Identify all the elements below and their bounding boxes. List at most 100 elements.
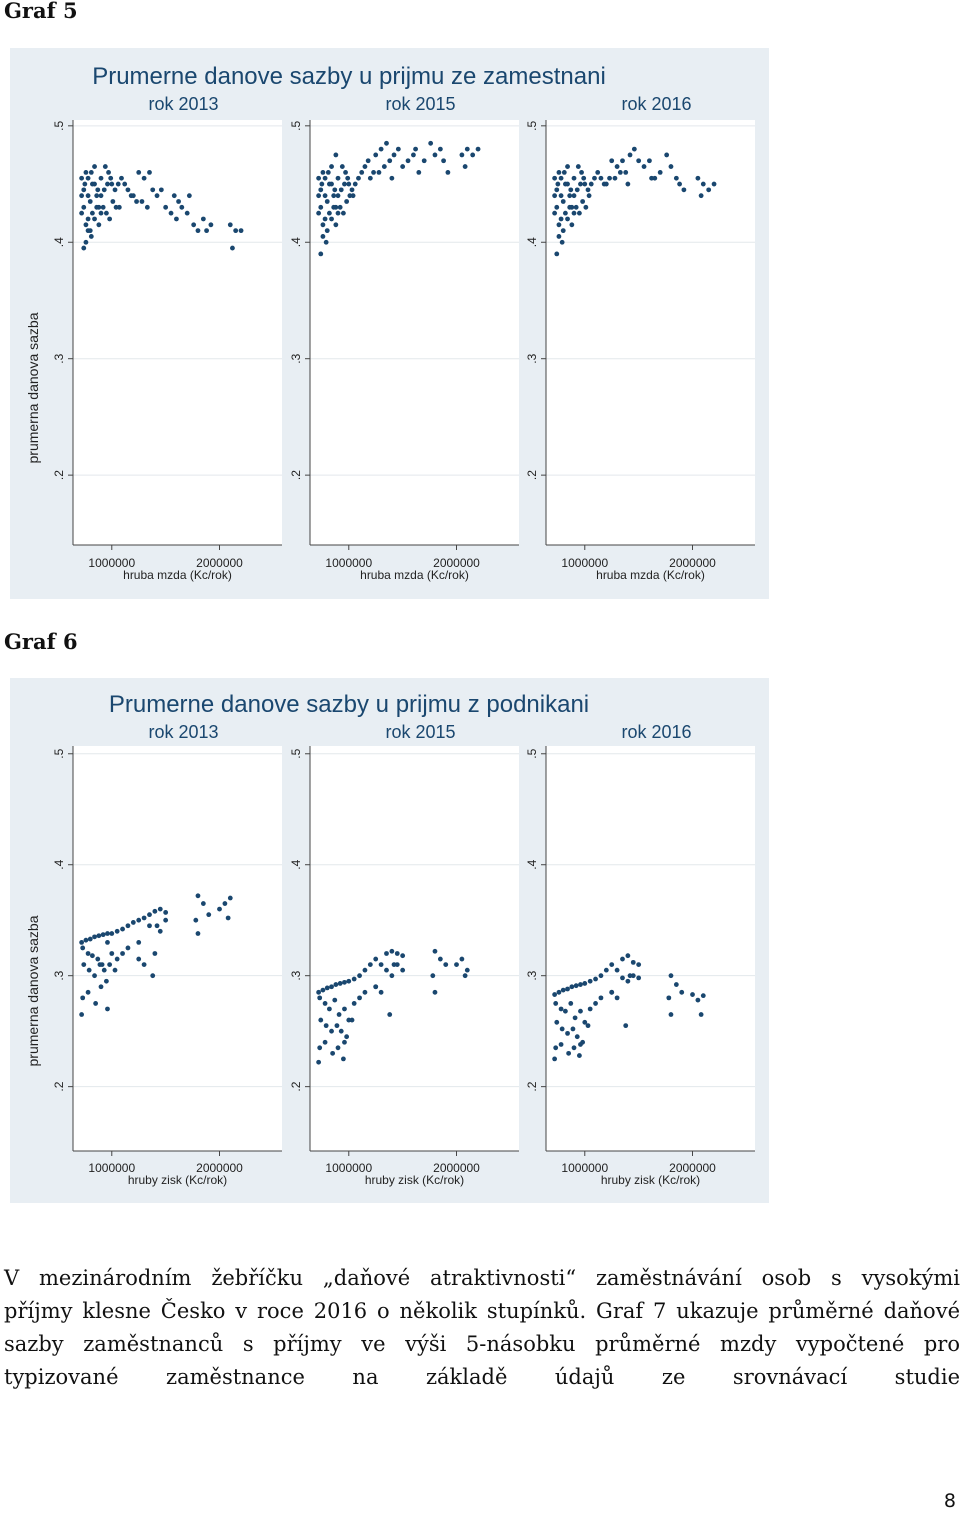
scatter-point	[668, 164, 674, 169]
scatter-point	[593, 976, 598, 982]
y-tick-label: .4	[52, 237, 66, 247]
paragraph-line: V mezinárodním žebříčku „daňové atraktiv…	[4, 1266, 960, 1290]
scatter-point	[411, 152, 416, 158]
scatter-point	[470, 152, 476, 158]
scatter-point	[195, 931, 201, 936]
scatter-point	[437, 956, 443, 962]
scatter-point	[598, 175, 604, 181]
scatter-point	[103, 210, 109, 216]
scatter-point	[323, 1023, 329, 1029]
y-tick-label: .5	[52, 748, 66, 758]
y-tick-label: .4	[289, 237, 303, 247]
scatter-point	[595, 169, 601, 175]
scatter-point	[565, 181, 570, 187]
scatter-point	[679, 989, 685, 995]
scatter-point	[558, 216, 564, 222]
scatter-point	[105, 1006, 110, 1012]
scatter-point	[681, 187, 687, 193]
scatter-point	[552, 193, 558, 199]
y-axis-label: prumerna danova sazba	[25, 312, 41, 463]
scatter-point	[378, 962, 384, 967]
scatter-point	[322, 216, 328, 222]
scatter-point	[378, 146, 384, 152]
scatter-point	[630, 973, 636, 979]
scatter-point	[204, 228, 209, 234]
y-tick-label: .2	[52, 470, 66, 480]
scatter-point	[400, 953, 406, 959]
scatter-point	[389, 973, 395, 979]
scatter-point	[329, 181, 334, 187]
scatter-point	[657, 169, 663, 175]
scatter-point	[664, 152, 670, 158]
scatter-point	[553, 1001, 559, 1006]
scatter-point	[105, 939, 110, 945]
scatter-point	[97, 962, 103, 967]
scatter-point	[620, 975, 625, 981]
paragraph-line: typizované zaměstnance na základě údajů …	[4, 1365, 960, 1389]
scatter-point	[86, 967, 92, 973]
scatter-point	[150, 187, 156, 193]
scatter-point	[316, 1059, 322, 1065]
y-tick-label: .2	[289, 1081, 303, 1091]
scatter-point	[627, 152, 633, 158]
scatter-point	[316, 989, 322, 995]
plot-area	[310, 746, 519, 1151]
scatter-point	[331, 193, 337, 199]
y-tick-label: .2	[289, 470, 303, 480]
paragraph-line: sazby zaměstnanců s příjmy ve výši 5-nás…	[4, 1332, 960, 1356]
scatter-point	[147, 169, 152, 175]
scatter-point	[578, 982, 583, 987]
scatter-point	[620, 158, 625, 164]
scatter-point	[157, 906, 163, 912]
scatter-point	[157, 928, 163, 934]
scatter-point	[349, 1017, 355, 1023]
scatter-point	[147, 912, 152, 918]
scatter-point	[326, 210, 332, 216]
x-tick-label: 1000000	[561, 556, 608, 570]
scatter-point	[100, 932, 106, 938]
scatter-point	[238, 228, 244, 234]
scatter-point	[93, 1001, 99, 1006]
scatter-point	[585, 187, 591, 193]
x-axis-label: hruba mzda (Kc/rok)	[123, 568, 232, 582]
scatter-point	[343, 169, 348, 175]
scatter-point	[325, 169, 331, 175]
scatter-point	[337, 204, 343, 210]
scatter-point	[193, 917, 199, 923]
scatter-point	[614, 995, 620, 1001]
scatter-point	[130, 920, 136, 925]
scatter-point	[432, 152, 438, 158]
scatter-point	[384, 967, 389, 973]
scatter-point	[103, 978, 109, 984]
scatter-point	[588, 181, 594, 187]
scatter-point	[631, 146, 637, 152]
scatter-point	[576, 210, 582, 216]
scatter-point	[668, 973, 674, 979]
body-paragraph: V mezinárodním žebříčku „daňové atraktiv…	[4, 1262, 960, 1394]
scatter-point	[556, 169, 562, 175]
scatter-point	[120, 926, 125, 932]
scatter-point	[609, 962, 615, 967]
scatter-point	[320, 987, 326, 993]
scatter-point	[130, 193, 136, 199]
graf5-caption: Graf 5	[4, 0, 78, 23]
scatter-point	[430, 973, 436, 979]
scatter-point	[441, 158, 446, 164]
scatter-point	[112, 967, 118, 973]
scatter-point	[570, 1026, 576, 1032]
scatter-point	[116, 204, 122, 210]
scatter-point	[335, 1045, 341, 1051]
panel-subtitle: rok 2016	[621, 722, 691, 742]
scatter-point	[82, 181, 88, 187]
scatter-point	[227, 895, 233, 901]
scatter-point	[96, 933, 102, 939]
scatter-point	[445, 169, 451, 175]
scatter-point	[387, 158, 393, 164]
scatter-point	[81, 187, 87, 193]
scatter-point	[322, 175, 328, 181]
scatter-point	[598, 973, 604, 979]
plot-area	[73, 746, 282, 1151]
scatter-point	[87, 936, 93, 942]
scatter-point	[92, 973, 97, 979]
scatter-point	[555, 181, 561, 187]
